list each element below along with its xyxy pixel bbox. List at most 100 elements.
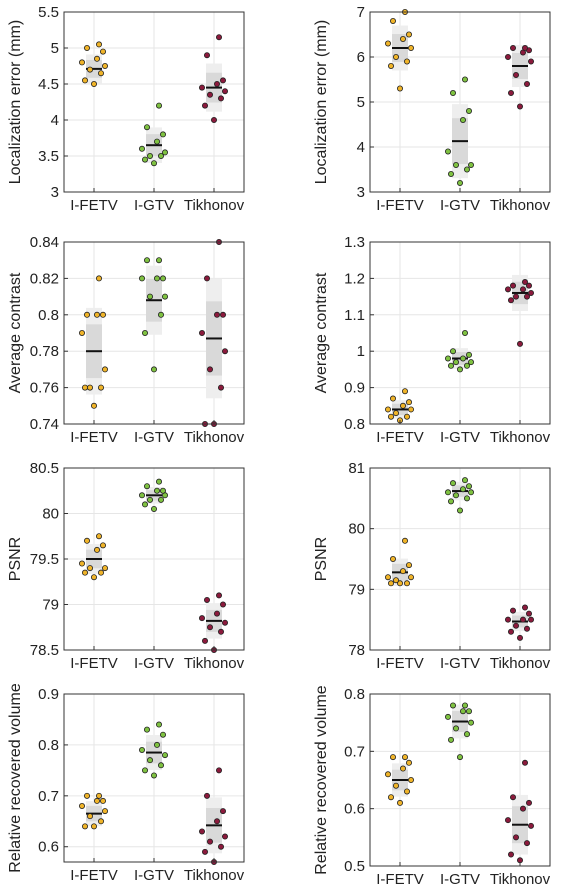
y-tick-label: 0.6 [344, 801, 365, 818]
data-point [146, 757, 153, 764]
data-point [524, 81, 531, 88]
data-point [465, 483, 472, 490]
data-point [447, 362, 454, 369]
y-tick-label: 79.5 [30, 551, 59, 568]
data-point [161, 752, 168, 759]
data-point [153, 275, 160, 282]
data-point [405, 562, 412, 569]
data-point [524, 293, 531, 300]
data-point [100, 797, 107, 804]
data-point [384, 574, 391, 581]
data-point [100, 311, 107, 318]
x-tick-label: I-FETV [376, 655, 424, 672]
data-point [203, 275, 210, 282]
chart-panel-7: 0.6 0.7 0.8 0.9 I-FETV I-GTV Tikhonov Relative … [7, 683, 245, 884]
data-point [155, 102, 162, 109]
data-point [94, 546, 101, 553]
data-point [520, 616, 527, 623]
x-tick-label: I-GTV [440, 429, 480, 446]
chart-panel-3: 0.74 0.76 0.78 0.8 0.82 0.84 I-FETV I-GTV Tikhon… [7, 234, 245, 446]
data-point [102, 808, 109, 815]
data-point [396, 799, 403, 806]
data-point [79, 329, 86, 336]
data-point [102, 366, 109, 373]
data-point [219, 77, 226, 84]
y-tick-label: 5.5 [38, 4, 59, 21]
y-tick-label: 0.8 [38, 307, 59, 324]
data-point [513, 293, 520, 300]
chart-panel-8: 0.5 0.6 0.7 0.8 I-FETV I-GTV Tikhonov Relative … [313, 685, 551, 888]
data-point [150, 160, 157, 167]
y-tick-label: 80 [348, 521, 365, 538]
x-tick-label: Tikhonov [490, 197, 551, 214]
data-point [407, 45, 414, 52]
data-point [82, 384, 89, 391]
data-point [465, 108, 472, 115]
data-point [463, 731, 470, 738]
data-point [467, 489, 474, 496]
x-tick-label: I-FETV [70, 867, 118, 884]
data-point [146, 152, 153, 159]
y-axis-label: PSNR [313, 537, 330, 581]
data-point [143, 124, 150, 131]
y-tick-label: 7 [357, 4, 365, 21]
y-tick-label: 1.2 [344, 270, 365, 287]
data-point [407, 574, 414, 581]
data-point [392, 577, 399, 584]
data-point [463, 495, 470, 502]
data-point [87, 66, 94, 73]
y-axis-label: Average contrast [7, 272, 24, 393]
data-point [456, 179, 463, 186]
y-tick-label: 0.8 [38, 737, 59, 754]
y-tick-label: 0.76 [30, 380, 59, 397]
data-point [509, 794, 516, 801]
data-point [157, 152, 164, 159]
data-point [513, 622, 520, 629]
data-point [392, 782, 399, 789]
data-point [206, 91, 213, 98]
data-point [138, 145, 145, 152]
data-point [399, 765, 406, 772]
y-axis-label: Localization error (mm) [313, 20, 330, 184]
data-point [447, 498, 454, 505]
data-point [459, 486, 466, 493]
data-point [405, 399, 412, 406]
y-tick-label: 0.8 [344, 686, 365, 703]
data-point [91, 81, 98, 88]
data-point [79, 560, 86, 567]
data-point [452, 359, 459, 366]
data-point [203, 792, 210, 799]
data-point [517, 634, 524, 641]
data-point [157, 762, 164, 769]
data-point [206, 624, 213, 631]
data-point [159, 131, 166, 138]
x-tick-label: Tikhonov [184, 197, 245, 214]
x-tick-label: Tikhonov [490, 655, 551, 672]
data-point [87, 384, 94, 391]
data-point [461, 76, 468, 83]
data-point [141, 329, 148, 336]
data-point [150, 772, 157, 779]
x-tick-label: Tikhonov [184, 655, 245, 672]
y-tick-label: 5 [357, 94, 365, 111]
data-point [387, 580, 394, 587]
data-point [206, 366, 213, 373]
y-tick-label: 5 [51, 40, 59, 57]
data-point [520, 286, 527, 293]
data-point [91, 823, 98, 830]
data-point [198, 84, 205, 91]
y-tick-label: 1.3 [344, 234, 365, 251]
data-point [513, 72, 520, 79]
x-tick-label: I-GTV [134, 197, 174, 214]
data-point [507, 90, 514, 97]
y-axis-label: Relative recovered volume [313, 685, 330, 875]
data-point [465, 351, 472, 358]
data-point [146, 496, 153, 503]
data-point [396, 580, 403, 587]
data-point [459, 708, 466, 715]
data-point [509, 282, 516, 289]
data-point [210, 117, 217, 124]
data-point [159, 731, 166, 738]
data-point [449, 90, 456, 97]
data-point [522, 279, 529, 286]
